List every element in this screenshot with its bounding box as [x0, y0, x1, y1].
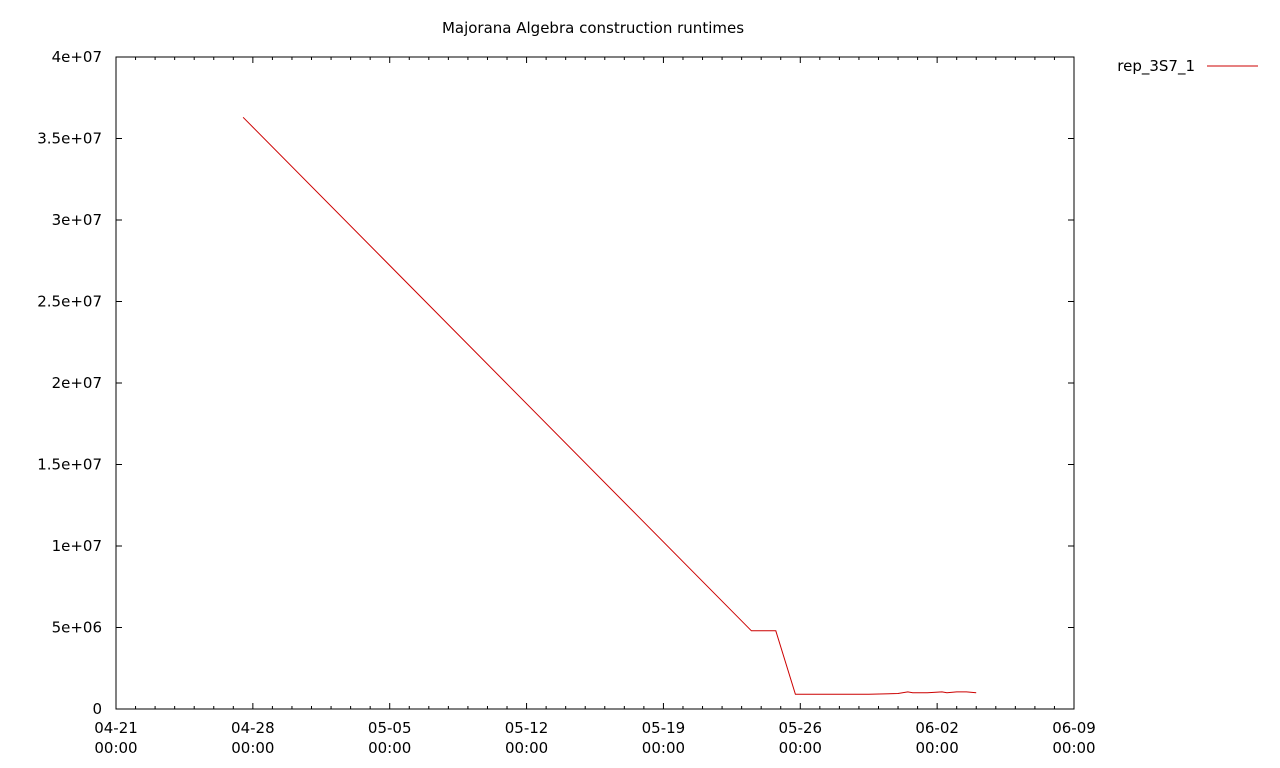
plot-frame [115, 56, 1075, 710]
x-tick-label-date: 05-12 [505, 719, 549, 737]
y-tick-label: 2.5e+07 [37, 293, 102, 311]
y-tick-label: 2e+07 [52, 374, 102, 392]
y-tick-label: 5e+06 [52, 619, 102, 637]
x-tick-label-time: 00:00 [368, 739, 411, 757]
series-line-rep_3S7_1 [242, 116, 977, 695]
y-tick-label: 0 [92, 700, 102, 718]
x-tick-label-time: 00:00 [916, 739, 959, 757]
x-axis: 04-21 00:00 04-28 00:00 05-05 00:00 05-12 00:00… [94, 57, 1096, 757]
y-axis: 0 5e+06 1e+07 1.5e+07 2e+07 2.5e+07 3e+07 3.5e+… [37, 48, 1074, 718]
x-tick-label-date: 06-09 [1052, 719, 1096, 737]
x-tick-label-date: 04-21 [94, 719, 138, 737]
x-tick-label-time: 00:00 [1052, 739, 1095, 757]
legend-label: rep_3S7_1 [1117, 57, 1195, 76]
y-tick-label: 1e+07 [52, 537, 102, 555]
x-tick-label-date: 06-02 [915, 719, 959, 737]
x-tick-label-date: 04-28 [231, 719, 275, 737]
x-tick-label-time: 00:00 [231, 739, 274, 757]
x-tick-label-date: 05-19 [642, 719, 686, 737]
x-tick-label-date: 05-26 [778, 719, 822, 737]
y-tick-label: 4e+07 [52, 48, 102, 66]
x-tick-label-time: 00:00 [642, 739, 685, 757]
x-tick-label-date: 05-05 [368, 719, 412, 737]
x-tick-label-time: 00:00 [505, 739, 548, 757]
x-tick-label-time: 00:00 [94, 739, 137, 757]
y-tick-label: 3e+07 [52, 211, 102, 229]
series-layer [242, 116, 977, 695]
x-tick-label-time: 00:00 [779, 739, 822, 757]
legend: rep_3S7_1 [1117, 57, 1258, 76]
y-tick-label: 3.5e+07 [37, 130, 102, 148]
chart-title: Majorana Algebra construction runtimes [442, 19, 744, 37]
y-tick-label: 1.5e+07 [37, 456, 102, 474]
